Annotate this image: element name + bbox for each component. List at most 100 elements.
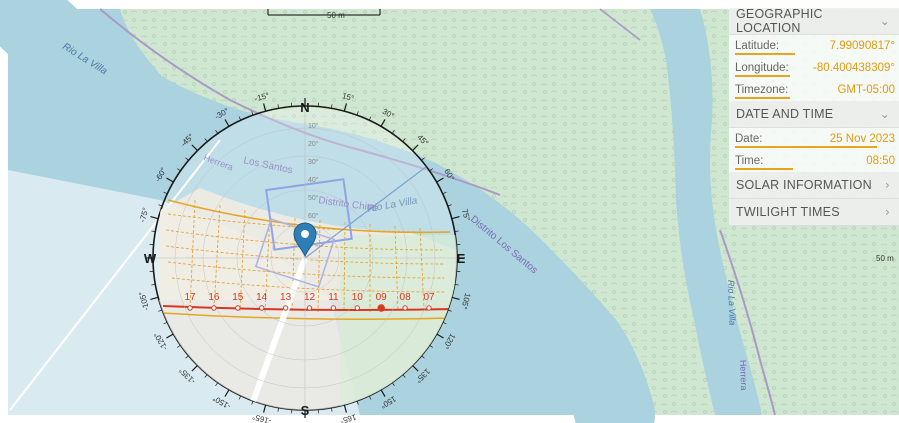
bearing-label: -165° [251, 412, 272, 423]
dial-tick [151, 230, 156, 232]
bearing-label: -15° [254, 91, 271, 104]
latitude-label: Latitude: [735, 40, 780, 52]
sun-position-dial[interactable]: 15°30°45°60°75°105°120°135°150°165°-15°-… [137, 91, 475, 423]
date-value: 25 Nov 2023 [829, 133, 895, 145]
location-pin-icon[interactable] [293, 222, 317, 258]
latitude-row[interactable]: Latitude: 7.99090817° [729, 35, 899, 57]
hour-marks: 17 16 15 14 13 12 11 10 09 08 07 [184, 292, 435, 312]
section-title: TWILIGHT TIMES [736, 205, 840, 219]
date-row[interactable]: Date: 25 Nov 2023 [729, 128, 899, 150]
hour-label: 13 [280, 292, 292, 303]
dial-tick [263, 103, 267, 112]
bearing-label: 75° [460, 208, 472, 222]
dial-tick [158, 309, 163, 312]
bearing-label: -75° [138, 207, 151, 224]
dial-tick [163, 191, 168, 195]
chevron-right-icon[interactable]: › [885, 205, 890, 219]
timezone-row[interactable]: Timezone: GMT-05:00 [729, 79, 899, 101]
time-label: Time: [735, 155, 764, 167]
hour-grid [189, 199, 425, 313]
time-value: 08:50 [866, 155, 895, 167]
elevation-ring [202, 155, 408, 361]
section-title: GEOGRAPHIC LOCATION [736, 7, 823, 35]
hour-marker[interactable] [235, 305, 241, 311]
sunrise-direction [247, 256, 308, 410]
time-row[interactable]: Time: 08:50 [729, 150, 899, 172]
dial-tick [158, 204, 163, 207]
elevation-label: 40° [308, 176, 319, 184]
date-slider[interactable] [735, 146, 878, 148]
hour-marker[interactable] [211, 305, 217, 311]
map-frame [0, 415, 899, 423]
dial-tick [421, 157, 425, 161]
elevation-ring [236, 189, 374, 327]
hour-label: 10 [352, 292, 364, 303]
hour-label: 08 [400, 292, 412, 303]
time-slider[interactable] [735, 168, 794, 170]
dial-tick [380, 119, 386, 127]
section-geographic-location[interactable]: GEOGRAPHIC LOCATION ⌄ [729, 7, 899, 35]
section-date-and-time[interactable]: DATE AND TIME ⌄ [729, 101, 899, 128]
sun-path-today [162, 305, 453, 311]
hour-marker[interactable] [377, 304, 385, 312]
dial-tick [238, 116, 242, 121]
hour-marker[interactable] [259, 305, 265, 311]
section-solar-information[interactable]: SOLAR INFORMATION › [729, 172, 899, 199]
chevron-down-icon[interactable]: ⌄ [879, 14, 890, 28]
cardinal-north: N [300, 100, 309, 115]
map-scale-label: 50 m [327, 11, 345, 20]
river-label: Rio La Villa [726, 280, 738, 326]
dial-tick [356, 111, 359, 116]
chevron-down-icon[interactable]: ⌄ [879, 107, 890, 121]
map-frame [0, 0, 899, 9]
dial-tick [150, 296, 159, 300]
dial-tick [204, 374, 208, 378]
road [719, 229, 776, 416]
dial-tick [185, 355, 189, 359]
dial-tick [151, 284, 156, 286]
dial-tick [331, 407, 333, 412]
dial-tick [447, 309, 452, 312]
hour-label: 15 [232, 292, 244, 303]
elevation-rings [153, 106, 457, 410]
dial-tick [356, 400, 359, 405]
hour-marker[interactable] [426, 305, 432, 311]
timezone-label: Timezone: [735, 84, 789, 96]
dial-tick [177, 168, 181, 172]
section-title: SOLAR INFORMATION [736, 178, 872, 192]
chevron-right-icon[interactable]: › [885, 178, 890, 192]
elevation-label: 50° [308, 194, 319, 202]
hour-marker[interactable] [187, 305, 193, 311]
hour-marker[interactable] [330, 305, 337, 311]
dial-tick [343, 404, 347, 413]
place-label: Herrera [738, 360, 749, 391]
info-panel: GEOGRAPHIC LOCATION ⌄ Latitude: 7.990908… [729, 7, 899, 226]
dial-tick [436, 333, 444, 339]
bearing-label: 15° [341, 91, 355, 103]
hour-label: 12 [304, 292, 316, 303]
dial-tick [436, 177, 444, 183]
dial-tick [185, 157, 189, 161]
date-label: Date: [735, 133, 763, 145]
dial-tick [251, 400, 254, 405]
section-title: DATE AND TIME [736, 107, 834, 121]
dial-ticks [145, 98, 465, 418]
road [9, 139, 221, 411]
dial-tick [277, 407, 279, 412]
cardinal-south: S [301, 403, 310, 418]
cardinal-west: W [144, 251, 157, 266]
hour-marker[interactable] [282, 305, 289, 311]
map-frame [0, 0, 8, 423]
hour-marker[interactable] [402, 305, 408, 311]
longitude-row[interactable]: Longitude: -80.400438309° [729, 57, 899, 79]
dial-tick [447, 204, 452, 207]
hour-label: 14 [256, 292, 268, 303]
dial-tick [402, 374, 406, 378]
section-twilight-times[interactable]: TWILIGHT TIMES › [729, 199, 899, 226]
hour-marker[interactable] [354, 305, 360, 311]
dial-tick [454, 230, 459, 232]
cardinal-east: E [457, 251, 466, 266]
hour-marker[interactable] [306, 305, 313, 311]
dial-tick [451, 296, 460, 300]
dial-tick [391, 130, 395, 134]
